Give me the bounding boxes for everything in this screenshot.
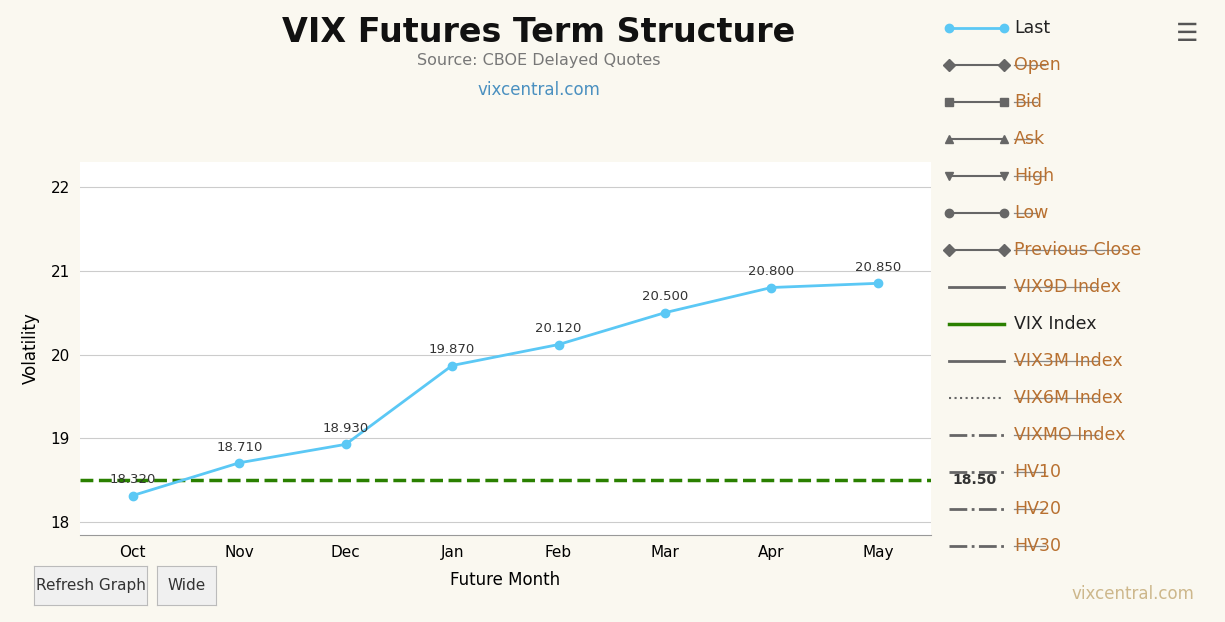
Text: 18.50: 18.50 bbox=[952, 473, 996, 488]
Text: 20.850: 20.850 bbox=[855, 261, 900, 274]
Text: 18.710: 18.710 bbox=[216, 440, 262, 453]
Text: Bid: Bid bbox=[1014, 93, 1042, 111]
Text: HV10: HV10 bbox=[1014, 463, 1061, 481]
Text: 20.800: 20.800 bbox=[748, 266, 795, 278]
Text: 18.320: 18.320 bbox=[110, 473, 156, 486]
Text: VIX Index: VIX Index bbox=[1014, 315, 1096, 333]
Text: HV30: HV30 bbox=[1014, 537, 1061, 555]
Text: Last: Last bbox=[1014, 19, 1050, 37]
Text: ☰: ☰ bbox=[1176, 22, 1198, 46]
Text: vixcentral.com: vixcentral.com bbox=[1072, 585, 1194, 603]
Text: vixcentral.com: vixcentral.com bbox=[478, 81, 600, 99]
Text: Low: Low bbox=[1014, 204, 1049, 222]
Text: VIXMO Index: VIXMO Index bbox=[1014, 426, 1126, 444]
Text: Open: Open bbox=[1014, 56, 1061, 74]
Text: Ask: Ask bbox=[1014, 130, 1045, 148]
Text: VIX3M Index: VIX3M Index bbox=[1014, 352, 1123, 370]
Text: Wide: Wide bbox=[167, 578, 206, 593]
Text: 20.500: 20.500 bbox=[642, 290, 688, 304]
Text: HV20: HV20 bbox=[1014, 500, 1061, 518]
Text: VIX9D Index: VIX9D Index bbox=[1014, 278, 1121, 296]
Text: Refresh Graph: Refresh Graph bbox=[36, 578, 146, 593]
X-axis label: Future Month: Future Month bbox=[451, 571, 560, 589]
Text: Previous Close: Previous Close bbox=[1014, 241, 1142, 259]
Text: Source: CBOE Delayed Quotes: Source: CBOE Delayed Quotes bbox=[418, 53, 660, 68]
Text: 20.120: 20.120 bbox=[535, 322, 582, 335]
Text: 19.870: 19.870 bbox=[429, 343, 475, 356]
Y-axis label: Volatility: Volatility bbox=[21, 312, 39, 384]
Text: High: High bbox=[1014, 167, 1055, 185]
Text: VIX6M Index: VIX6M Index bbox=[1014, 389, 1123, 407]
Text: 18.930: 18.930 bbox=[322, 422, 369, 435]
Text: VIX Futures Term Structure: VIX Futures Term Structure bbox=[283, 16, 795, 49]
